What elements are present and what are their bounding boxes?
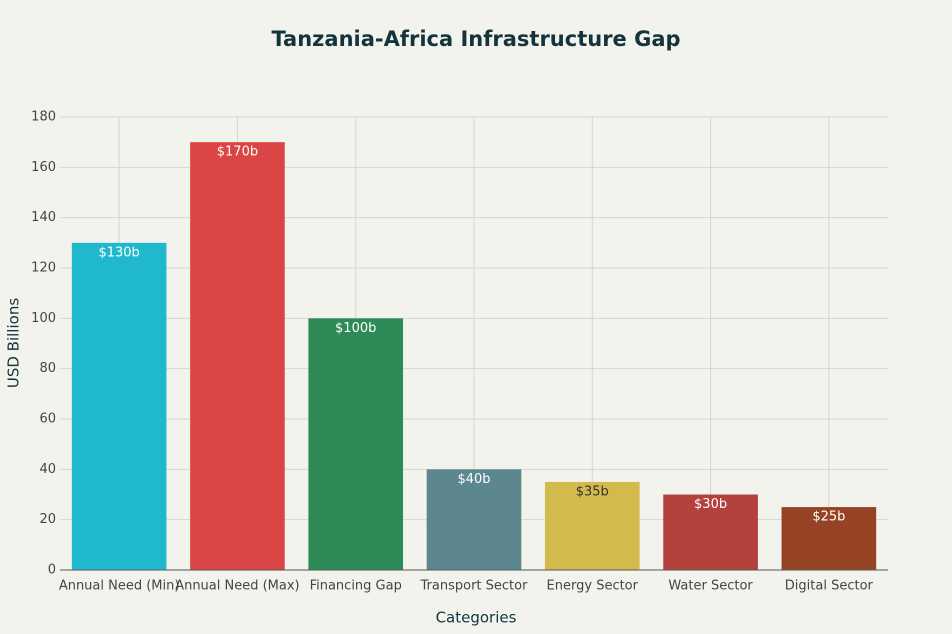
x-tick-label: Annual Need (Max) bbox=[175, 579, 299, 594]
bar bbox=[190, 142, 285, 570]
bar bbox=[308, 318, 404, 570]
value-label: $35b bbox=[576, 484, 609, 499]
x-tick-label: Energy Sector bbox=[547, 579, 639, 594]
y-axis-title: USD Billions bbox=[5, 298, 23, 388]
y-tick-label: 80 bbox=[39, 361, 56, 376]
chart-title: Tanzania-Africa Infrastructure Gap bbox=[271, 27, 680, 51]
value-label: $30b bbox=[694, 497, 727, 512]
bar bbox=[426, 469, 522, 570]
y-tick-label: 40 bbox=[39, 462, 56, 477]
y-tick-label: 100 bbox=[31, 311, 56, 326]
y-tick-label: 0 bbox=[48, 563, 56, 578]
y-tick-label: 140 bbox=[31, 210, 56, 225]
value-label: $130b bbox=[98, 245, 139, 260]
value-label: $25b bbox=[812, 510, 845, 525]
value-label: $40b bbox=[457, 472, 490, 487]
x-tick-label: Annual Need (Min) bbox=[59, 579, 180, 594]
bar bbox=[544, 481, 640, 570]
value-label: $170b bbox=[217, 145, 258, 160]
x-axis-title: Categories bbox=[436, 609, 517, 627]
y-tick-label: 160 bbox=[31, 160, 56, 175]
bar bbox=[71, 242, 167, 571]
y-tick-label: 60 bbox=[39, 412, 56, 427]
x-tick-label: Transport Sector bbox=[420, 579, 529, 594]
x-tick-label: Digital Sector bbox=[785, 579, 874, 594]
x-tick-label: Water Sector bbox=[668, 579, 753, 594]
x-tick-label: Financing Gap bbox=[310, 579, 402, 594]
bar bbox=[663, 494, 758, 570]
value-label: $100b bbox=[335, 321, 376, 336]
y-tick-label: 20 bbox=[39, 512, 56, 527]
y-tick-label: 120 bbox=[31, 261, 56, 276]
y-tick-label: 180 bbox=[31, 110, 56, 125]
bar bbox=[781, 507, 877, 570]
